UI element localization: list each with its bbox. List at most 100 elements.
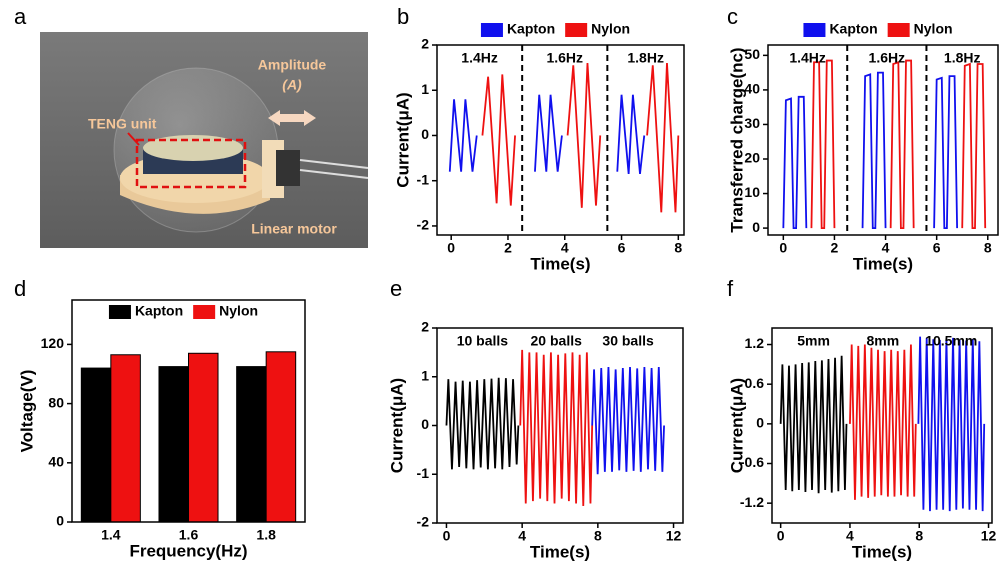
rail [299, 159, 369, 169]
series-line [519, 349, 594, 506]
x-tick-label: 8 [594, 528, 602, 544]
x-tick-label: 0 [779, 240, 787, 256]
bar [80, 367, 112, 523]
x-axis-title: Time(s) [530, 254, 590, 273]
y-tick-label: 40 [48, 454, 64, 470]
x-axis-title: Time(s) [530, 542, 590, 561]
x-tick-label: 4 [518, 528, 526, 544]
y-tick-label: 30 [744, 115, 760, 131]
series-line [591, 366, 665, 475]
panel-label: d [14, 276, 26, 301]
series-label: 5mm [797, 333, 830, 349]
y-tick-label: 40 [744, 81, 760, 97]
y-axis-title: Current(μA) [387, 378, 406, 473]
bar [188, 352, 219, 523]
panel-label: c [727, 4, 738, 29]
x-axis-title: Frequency(Hz) [129, 541, 247, 560]
legend-swatch [565, 23, 588, 37]
plot-frame [71, 299, 306, 523]
x-tick-label: 1.4 [101, 527, 121, 543]
x-tick-label: 6 [618, 240, 626, 256]
y-tick-label: -0.6 [740, 454, 764, 470]
y-axis-title: Current(μA) [393, 92, 412, 187]
y-tick-label: 0 [756, 415, 764, 431]
x-tick-label: 0 [447, 240, 455, 256]
x-tick-label: 8 [915, 528, 923, 544]
legend-label: Nylon [914, 21, 953, 37]
x-tick-label: 6 [933, 240, 941, 256]
y-tick-label: 120 [41, 335, 65, 351]
amplitude-arrow [268, 110, 316, 126]
y-tick-label: -2 [417, 514, 430, 530]
plot-frame [771, 327, 993, 524]
teng-top [143, 135, 243, 161]
x-tick-label: 4 [846, 528, 854, 544]
legend-swatch [887, 23, 910, 37]
panel-label: f [727, 276, 734, 301]
amplitude-symbol: (A) [282, 77, 302, 93]
amplitude-label: Amplitude [258, 57, 327, 73]
legend-label: Nylon [591, 21, 630, 37]
y-tick-label: 0 [752, 219, 760, 235]
y-tick-label: 0.6 [745, 375, 765, 391]
bar [158, 366, 189, 523]
legend-swatch [193, 305, 216, 319]
teng-highlight [135, 138, 247, 189]
y-axis-title: Voltage(V) [17, 370, 36, 453]
series-label: 8mm [867, 333, 900, 349]
x-tick-label: 8 [674, 240, 682, 256]
y-tick-label: 0 [56, 513, 64, 529]
series-line [779, 355, 848, 494]
y-tick-label: 10 [744, 184, 760, 200]
y-tick-label: 0 [421, 416, 429, 432]
legend-label: Kapton [829, 21, 877, 37]
y-tick-label: 2 [421, 36, 429, 52]
segment-label: 1.4Hz [461, 50, 498, 66]
plot-frame [767, 44, 999, 236]
x-axis-title: Time(s) [853, 254, 913, 273]
bar [265, 351, 297, 523]
y-tick-label: -1.2 [740, 494, 764, 510]
y-tick-label: 1.2 [745, 335, 765, 351]
panel-label: e [390, 276, 402, 301]
segment-label: 1.6Hz [869, 50, 906, 66]
segment-label: 1.6Hz [546, 50, 583, 66]
bar [110, 354, 141, 523]
plot-frame [436, 44, 685, 236]
x-tick-label: 2 [831, 240, 839, 256]
series-line [849, 344, 917, 500]
series-label: 10.5mm [925, 333, 977, 349]
legend-swatch [480, 23, 503, 37]
rail [299, 169, 369, 179]
legend-label: Kapton [135, 303, 183, 319]
series-label: 10 balls [457, 333, 509, 349]
plot-frame [436, 327, 684, 524]
segment-label: 1.8Hz [944, 50, 981, 66]
x-tick-label: 2 [504, 240, 512, 256]
series-label: 30 balls [602, 333, 654, 349]
x-tick-label: 4 [561, 240, 569, 256]
y-tick-label: 20 [744, 150, 760, 166]
x-tick-label: 12 [981, 528, 997, 544]
segment-label: 1.4Hz [789, 50, 826, 66]
series-line [917, 336, 986, 512]
y-axis-title: Current(μA) [727, 378, 746, 473]
panel-label: a [14, 4, 27, 29]
x-tick-label: 0 [443, 528, 451, 544]
segment-label: 1.8Hz [627, 50, 664, 66]
motor-label: Linear motor [251, 221, 337, 237]
x-tick-label: 1.6 [179, 527, 199, 543]
y-tick-label: 1 [421, 81, 429, 97]
y-tick-label: 50 [744, 46, 760, 62]
x-tick-label: 0 [777, 528, 785, 544]
legend-label: Kapton [507, 21, 555, 37]
panel-label: b [397, 4, 409, 29]
legend-swatch [803, 23, 826, 37]
series-line [481, 63, 680, 213]
bar [236, 366, 267, 523]
series-line [782, 71, 959, 229]
y-tick-label: 2 [421, 319, 429, 335]
legend-swatch [108, 305, 131, 319]
y-axis-title: Transferred charge(nc) [727, 47, 746, 232]
x-tick-label: 4 [882, 240, 890, 256]
